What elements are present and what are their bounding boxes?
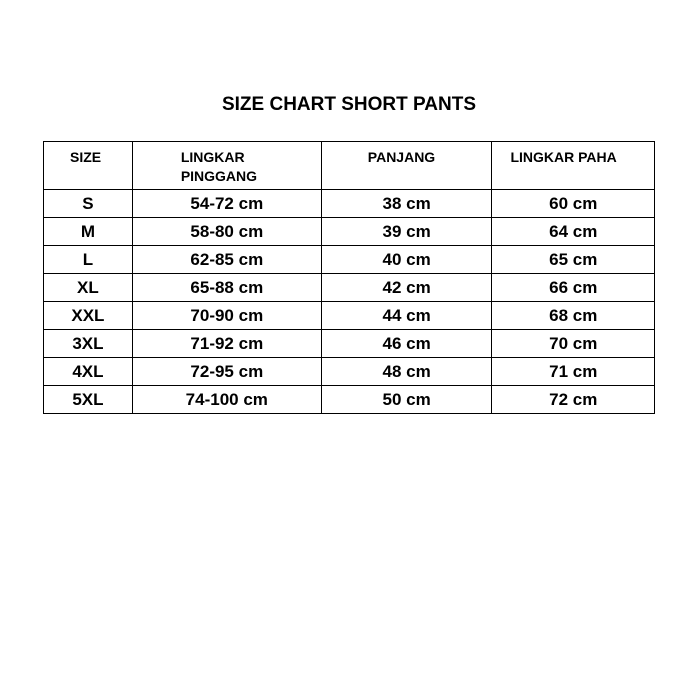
size-chart-table: SIZE LINGKAR PINGGANG PANJANG LINGKAR PA… — [43, 141, 655, 414]
cell-size: L — [43, 245, 133, 274]
table-row: 5XL 74-100 cm 50 cm 72 cm — [43, 385, 655, 414]
cell-lingkar-paha: 65 cm — [491, 245, 655, 274]
cell-lingkar-paha: 70 cm — [491, 329, 655, 358]
cell-lingkar-pinggang: 72-95 cm — [131, 357, 322, 386]
table-row: M 58-80 cm 39 cm 64 cm — [43, 217, 655, 246]
table-row: XL 65-88 cm 42 cm 66 cm — [43, 273, 655, 302]
cell-size: XXL — [43, 301, 133, 330]
cell-panjang: 39 cm — [320, 217, 493, 246]
cell-lingkar-paha: 71 cm — [491, 357, 655, 386]
cell-lingkar-pinggang: 54-72 cm — [131, 189, 322, 218]
cell-size: 3XL — [43, 329, 133, 358]
header-size: SIZE — [43, 141, 133, 190]
cell-panjang: 40 cm — [320, 245, 493, 274]
cell-lingkar-pinggang: 65-88 cm — [131, 273, 322, 302]
cell-size: S — [43, 189, 133, 218]
table-header-row: SIZE LINGKAR PINGGANG PANJANG LINGKAR PA… — [43, 141, 655, 190]
cell-size: M — [43, 217, 133, 246]
header-panjang: PANJANG — [320, 141, 493, 190]
cell-lingkar-paha: 66 cm — [491, 273, 655, 302]
cell-panjang: 50 cm — [320, 385, 493, 414]
header-lingkar-paha: LINGKAR PAHA — [491, 141, 655, 190]
table-row: S 54-72 cm 38 cm 60 cm — [43, 189, 655, 218]
cell-panjang: 48 cm — [320, 357, 493, 386]
cell-panjang: 46 cm — [320, 329, 493, 358]
cell-lingkar-pinggang: 71-92 cm — [131, 329, 322, 358]
cell-panjang: 42 cm — [320, 273, 493, 302]
cell-lingkar-pinggang: 62-85 cm — [131, 245, 322, 274]
page-title: SIZE CHART SHORT PANTS — [221, 94, 477, 115]
cell-lingkar-paha: 64 cm — [491, 217, 655, 246]
cell-lingkar-pinggang: 74-100 cm — [131, 385, 322, 414]
cell-lingkar-pinggang: 58-80 cm — [131, 217, 322, 246]
cell-size: 4XL — [43, 357, 133, 386]
cell-panjang: 38 cm — [320, 189, 493, 218]
cell-size: XL — [43, 273, 133, 302]
table-row: 4XL 72-95 cm 48 cm 71 cm — [43, 357, 655, 386]
table-row: 3XL 71-92 cm 46 cm 70 cm — [43, 329, 655, 358]
table-row: XXL 70-90 cm 44 cm 68 cm — [43, 301, 655, 330]
table-row: L 62-85 cm 40 cm 65 cm — [43, 245, 655, 274]
cell-lingkar-pinggang: 70-90 cm — [131, 301, 322, 330]
cell-lingkar-paha: 72 cm — [491, 385, 655, 414]
header-lingkar-pinggang: LINGKAR PINGGANG — [131, 141, 322, 190]
cell-size: 5XL — [43, 385, 133, 414]
cell-lingkar-paha: 60 cm — [491, 189, 655, 218]
cell-panjang: 44 cm — [320, 301, 493, 330]
cell-lingkar-paha: 68 cm — [491, 301, 655, 330]
